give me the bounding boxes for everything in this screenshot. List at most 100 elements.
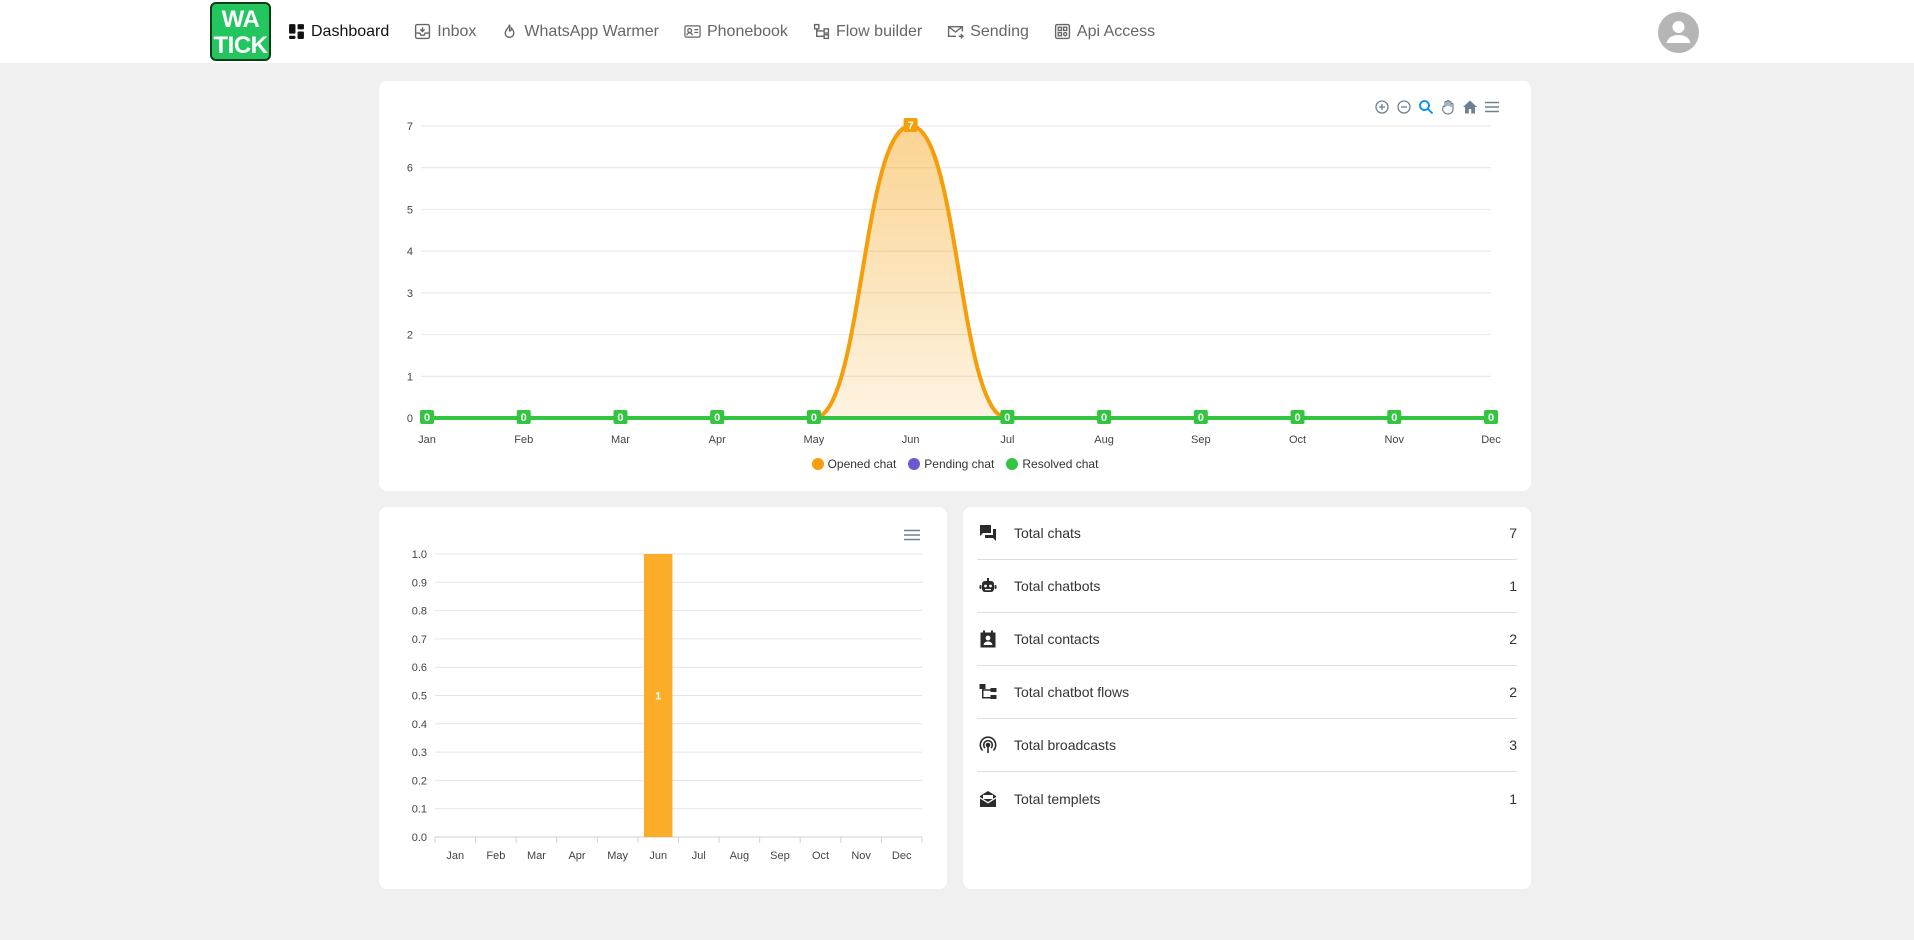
legend-resolved-chat[interactable]: Resolved chat bbox=[1006, 457, 1098, 471]
data-label: 7 bbox=[903, 118, 918, 132]
data-label-text: 0 bbox=[1004, 412, 1010, 424]
data-label-text: 7 bbox=[908, 120, 914, 132]
legend-pending-chat[interactable]: Pending chat bbox=[908, 457, 994, 471]
bar-chart-menu-icon[interactable] bbox=[903, 527, 921, 543]
reset-home-icon[interactable] bbox=[1462, 99, 1478, 115]
bar-chart-card: 0.0 0.1 0.2 0.3 0.4 0.5 0.6 0.7 0.8 0.9 1.0 Jan Feb M… bbox=[379, 507, 947, 889]
user-icon bbox=[1666, 21, 1691, 43]
y-tick-label: 0.6 bbox=[412, 662, 427, 674]
mail-send-icon bbox=[948, 26, 965, 39]
nav-sending-label: Sending bbox=[970, 22, 1029, 40]
pan-hand-icon[interactable] bbox=[1440, 99, 1456, 115]
contact-icon bbox=[980, 630, 996, 648]
stat-label: Total broadcasts bbox=[1014, 737, 1116, 753]
nav-whatsapp-warmer-label: WhatsApp Warmer bbox=[524, 22, 659, 40]
watick-logo[interactable]: WA TICK bbox=[210, 2, 271, 61]
y-tick-label: 4 bbox=[407, 246, 413, 258]
nav-whatsapp-warmer[interactable]: WhatsApp Warmer bbox=[501, 23, 659, 41]
data-label-text: 0 bbox=[424, 412, 430, 424]
data-label: 0 bbox=[1097, 410, 1112, 424]
stat-value: 1 bbox=[1509, 578, 1517, 594]
y-tick-label: 3 bbox=[407, 288, 413, 300]
stat-value: 1 bbox=[1509, 790, 1517, 807]
x-tick-label: May bbox=[804, 434, 825, 446]
y-tick-label: 0.5 bbox=[412, 691, 427, 703]
data-label: 0 bbox=[1290, 410, 1305, 424]
x-tick-label: Dec bbox=[1481, 434, 1501, 446]
x-tick-label: Nov bbox=[1384, 434, 1404, 446]
x-tick-label: Sep bbox=[1191, 434, 1211, 446]
nav-flow-builder[interactable]: Flow builder bbox=[813, 23, 922, 41]
data-label: 0 bbox=[1387, 410, 1402, 424]
y-tick-label: 0.3 bbox=[412, 747, 427, 759]
nav-api-access[interactable]: Api Access bbox=[1054, 23, 1155, 41]
y-tick-label: 1 bbox=[407, 371, 413, 383]
x-tick-label: Mar bbox=[527, 850, 546, 862]
x-tick-label: Feb bbox=[514, 434, 533, 446]
zoom-out-icon[interactable] bbox=[1396, 99, 1412, 115]
api-icon bbox=[1054, 23, 1071, 40]
legend-resolved-dot bbox=[1006, 458, 1019, 470]
selection-zoom-icon[interactable] bbox=[1418, 99, 1434, 115]
stat-row-total-chats: Total chats 7 bbox=[977, 507, 1517, 560]
data-label-bg bbox=[1387, 410, 1402, 424]
stat-row-total-chatbots: Total chatbots 1 bbox=[977, 560, 1517, 613]
y-tick-label: 1.0 bbox=[412, 549, 427, 561]
x-tick-label: Mar bbox=[611, 434, 630, 446]
nav-dashboard[interactable]: Dashboard bbox=[288, 23, 389, 41]
data-label-bg bbox=[1484, 410, 1498, 424]
y-tick-label: 0.2 bbox=[412, 775, 427, 787]
stat-row-total-contacts: Total contacts 2 bbox=[977, 613, 1517, 666]
data-label: 0 bbox=[613, 410, 628, 424]
data-label-bg bbox=[903, 118, 918, 132]
legend-opened-dot bbox=[811, 458, 824, 470]
data-label-text: 0 bbox=[1198, 412, 1204, 424]
nav-phonebook[interactable]: Phonebook bbox=[684, 23, 788, 41]
data-label: 0 bbox=[420, 410, 434, 424]
y-tick-label: 7 bbox=[407, 121, 413, 133]
zoom-in-icon[interactable] bbox=[1374, 99, 1390, 115]
data-label-bg bbox=[1290, 410, 1305, 424]
data-label-bg bbox=[710, 410, 725, 424]
y-tick-label: 0.8 bbox=[412, 606, 427, 618]
x-tick-label: Jul bbox=[1000, 434, 1014, 446]
template-icon bbox=[980, 790, 996, 807]
monthly-chats-chart-card: 0 1 2 3 4 5 6 7 Jan Feb Mar Apr May Jun Jul Aug Sep Oct No… bbox=[379, 81, 1531, 491]
nav-sending[interactable]: Sending bbox=[947, 23, 1029, 41]
stat-value: 3 bbox=[1509, 737, 1517, 753]
chart-legend: Opened chat Pending chat Resolved chat bbox=[379, 457, 1531, 471]
data-label-bg bbox=[613, 410, 628, 424]
chat-icon bbox=[980, 525, 996, 541]
stat-label: Total chatbots bbox=[1014, 578, 1101, 594]
data-label-bg bbox=[420, 410, 434, 424]
data-label: 0 bbox=[1193, 410, 1208, 424]
x-tick-label: Feb bbox=[486, 850, 505, 862]
robot-icon bbox=[979, 578, 997, 592]
user-avatar[interactable] bbox=[1658, 12, 1699, 53]
dashboard-icon bbox=[289, 24, 304, 39]
x-tick-label: Apr bbox=[568, 850, 585, 862]
legend-pending-label: Pending chat bbox=[924, 457, 995, 471]
bar-jun[interactable] bbox=[644, 554, 673, 837]
stat-value: 7 bbox=[1509, 525, 1517, 541]
y-tick-label: 2 bbox=[407, 330, 413, 342]
logo-line-2: TICK bbox=[213, 32, 269, 59]
stat-value: 2 bbox=[1509, 631, 1517, 647]
bar-data-label: 1 bbox=[655, 691, 661, 703]
data-label-text: 0 bbox=[1294, 412, 1300, 424]
x-tick-label: Dec bbox=[892, 850, 912, 862]
nav-inbox[interactable]: Inbox bbox=[414, 23, 476, 41]
logo-line-1: WA bbox=[221, 6, 260, 33]
y-tick-label: 0.4 bbox=[412, 719, 427, 731]
chart-menu-icon[interactable] bbox=[1484, 99, 1500, 115]
data-label-text: 0 bbox=[1391, 412, 1397, 424]
x-tick-label: Jul bbox=[692, 850, 706, 862]
flame-icon bbox=[504, 24, 515, 39]
nav-inbox-label: Inbox bbox=[437, 22, 477, 40]
flow-icon bbox=[979, 684, 997, 699]
data-label: 0 bbox=[516, 410, 531, 424]
stat-row-total-templets: Total templets 1 bbox=[977, 772, 1517, 825]
y-tick-label: 0 bbox=[407, 413, 413, 425]
data-label: 0 bbox=[710, 410, 725, 424]
legend-opened-chat[interactable]: Opened chat bbox=[811, 457, 896, 471]
